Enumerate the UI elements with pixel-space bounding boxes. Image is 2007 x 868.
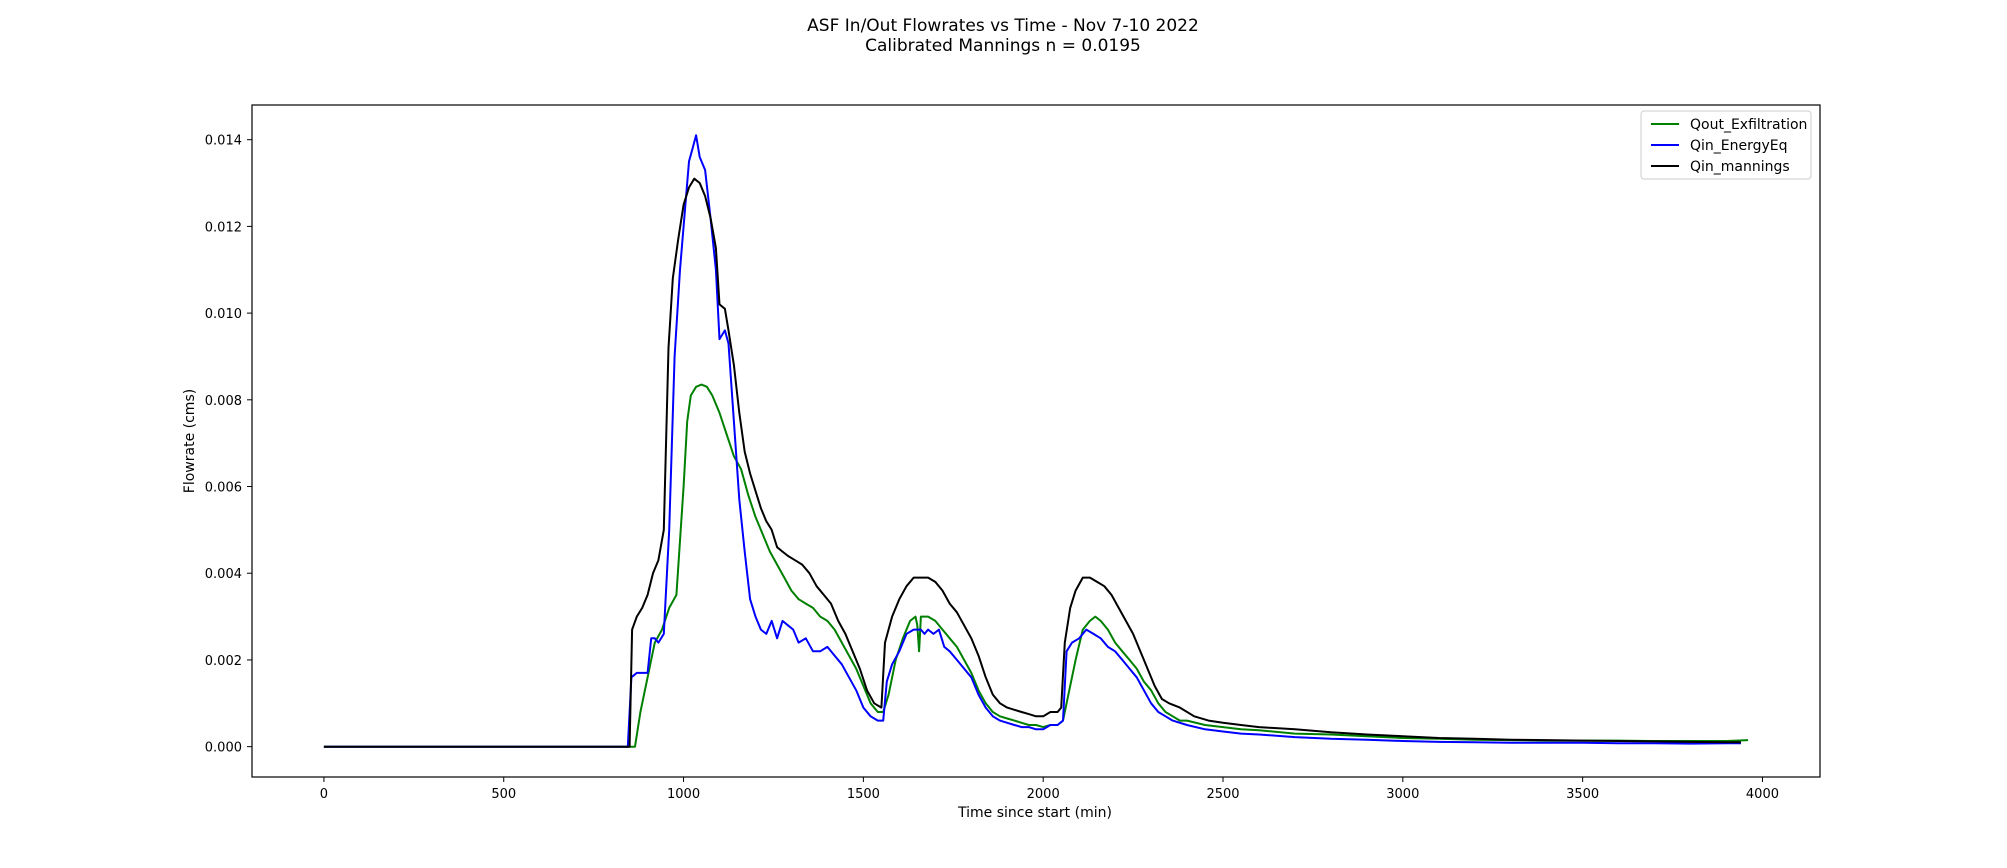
y-tick-label: 0.014 [205, 134, 242, 149]
chart-subtitle: Calibrated Mannings n = 0.0195 [865, 36, 1141, 56]
series-line-qin-mannings [323, 177, 1741, 748]
series-layer [323, 134, 1749, 748]
plot-area [252, 105, 1820, 777]
legend: Qout_Exfiltration Qin_EnergyEq Qin_manning… [1640, 110, 1812, 180]
x-axis: 0 500 1000 1500 2000 2500 3000 3500 4000 [320, 777, 1779, 802]
y-tick-label: 0.010 [205, 307, 242, 322]
x-tick-label: 1000 [667, 787, 700, 802]
y-tick-label: 0.002 [205, 654, 242, 669]
legend-label: Qin_EnergyEq [1690, 138, 1788, 154]
y-axis: 0.000 0.002 0.004 0.006 0.008 0.010 0.012 0.014 [205, 134, 252, 756]
legend-box [1640, 110, 1812, 180]
legend-label: Qin_mannings [1690, 159, 1790, 175]
y-tick-label: 0.006 [205, 481, 242, 496]
legend-label: Qout_Exfiltration [1690, 117, 1807, 133]
x-tick-label: 1500 [847, 787, 880, 802]
plot-frame [251, 104, 1821, 778]
series-line-qin-energyeq [323, 134, 1741, 748]
x-tick-label: 3500 [1566, 787, 1599, 802]
x-tick-label: 3000 [1386, 787, 1419, 802]
y-tick-label: 0.000 [205, 741, 242, 756]
x-tick-label: 500 [491, 787, 516, 802]
series-line-qout-exfiltration [323, 383, 1749, 748]
x-tick-label: 2000 [1027, 787, 1060, 802]
y-tick-label: 0.008 [205, 394, 242, 409]
x-tick-label: 2500 [1206, 787, 1239, 802]
chart-title: ASF In/Out Flowrates vs Time - Nov 7-10 … [807, 16, 1199, 36]
y-tick-label: 0.012 [205, 220, 242, 235]
x-tick-label: 4000 [1746, 787, 1779, 802]
x-tick-label: 0 [320, 787, 328, 802]
x-axis-label: Time since start (min) [957, 805, 1112, 821]
y-axis-label: Flowrate (cms) [182, 389, 198, 493]
y-tick-label: 0.004 [205, 567, 242, 582]
